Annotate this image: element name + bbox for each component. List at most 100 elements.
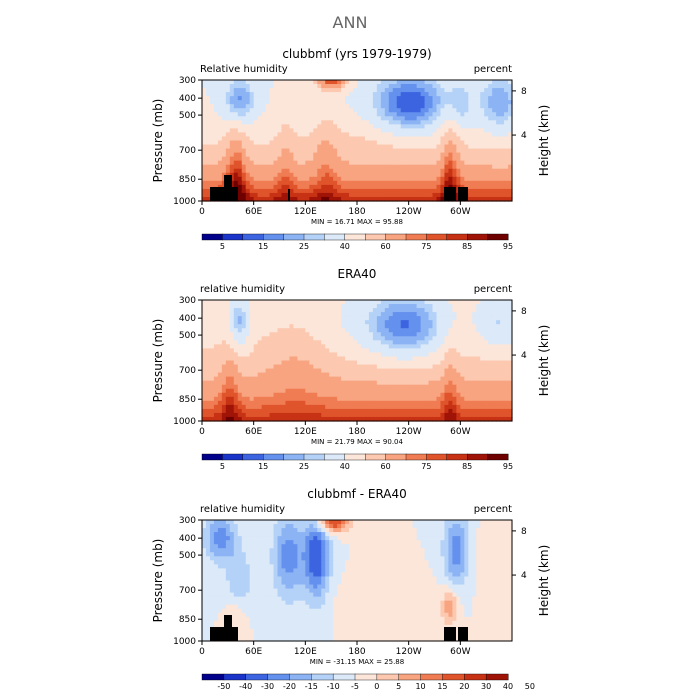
field-cell bbox=[241, 148, 247, 154]
field-cell bbox=[400, 368, 406, 374]
field-cell bbox=[384, 364, 390, 370]
field-cell bbox=[249, 160, 255, 166]
field-cell bbox=[273, 384, 279, 390]
field-cell bbox=[285, 368, 291, 374]
field-cell bbox=[325, 112, 330, 117]
field-cell bbox=[368, 364, 374, 370]
field-cell bbox=[432, 128, 438, 134]
field-cell bbox=[448, 416, 453, 422]
field-cell bbox=[213, 524, 219, 529]
field-cell bbox=[420, 368, 426, 374]
field-cell bbox=[460, 364, 465, 370]
field-cell bbox=[424, 344, 430, 349]
field-cell bbox=[205, 320, 211, 325]
field-cell bbox=[492, 312, 497, 317]
field-cell bbox=[496, 324, 501, 329]
field-cell bbox=[420, 112, 426, 117]
field-cell bbox=[213, 404, 219, 410]
field-cell bbox=[440, 120, 446, 125]
field-cell bbox=[508, 336, 513, 341]
field-cell bbox=[273, 336, 279, 341]
field-cell bbox=[313, 388, 318, 394]
field-cell bbox=[412, 96, 418, 101]
field-cell bbox=[309, 136, 314, 142]
field-cell bbox=[353, 320, 358, 325]
field-cell bbox=[396, 412, 402, 418]
field-cell bbox=[480, 376, 485, 382]
field-cell bbox=[337, 324, 342, 329]
field-cell bbox=[205, 364, 211, 370]
field-cell bbox=[448, 404, 453, 410]
field-cell bbox=[480, 400, 485, 406]
field-cell bbox=[380, 380, 386, 386]
field-cell bbox=[317, 412, 322, 418]
field-cell bbox=[353, 136, 358, 142]
field-cell bbox=[460, 144, 465, 150]
field-cell bbox=[209, 88, 215, 93]
field-cell bbox=[249, 380, 255, 386]
field-cell bbox=[285, 352, 291, 358]
field-cell bbox=[496, 172, 501, 178]
field-cell bbox=[341, 152, 346, 158]
field-cell bbox=[281, 128, 287, 134]
field-cell bbox=[333, 116, 338, 121]
field-cell bbox=[205, 196, 211, 202]
field-cell bbox=[249, 132, 255, 138]
field-cell bbox=[460, 140, 465, 146]
field-cell bbox=[329, 92, 334, 97]
field-cell bbox=[464, 324, 469, 329]
field-cell bbox=[281, 380, 287, 386]
field-cell bbox=[321, 324, 326, 329]
field-cell bbox=[265, 352, 271, 358]
field-cell bbox=[269, 360, 275, 366]
field-cell bbox=[305, 152, 310, 158]
field-cell bbox=[273, 92, 279, 97]
field-cell bbox=[468, 168, 473, 174]
field-cell bbox=[202, 176, 207, 182]
field-cell bbox=[404, 100, 410, 105]
field-cell bbox=[289, 172, 295, 178]
field-cell bbox=[202, 396, 207, 402]
field-cell bbox=[237, 312, 243, 317]
field-cell bbox=[245, 132, 251, 138]
field-cell bbox=[508, 304, 513, 309]
field-cell bbox=[301, 304, 306, 309]
field-cell bbox=[412, 132, 418, 138]
field-cell bbox=[297, 528, 302, 533]
field-cell bbox=[484, 172, 489, 178]
field-cell bbox=[237, 320, 243, 325]
field-cell bbox=[432, 396, 438, 402]
field-cell bbox=[452, 356, 457, 362]
field-cell bbox=[277, 308, 283, 313]
field-cell bbox=[484, 96, 489, 101]
field-cell bbox=[472, 80, 477, 85]
field-cell bbox=[360, 380, 366, 386]
field-cell bbox=[221, 408, 227, 414]
field-cell bbox=[337, 172, 342, 178]
field-cell bbox=[468, 400, 473, 406]
field-cell bbox=[317, 392, 322, 398]
field-cell bbox=[265, 312, 271, 317]
field-cell bbox=[500, 180, 505, 186]
field-cell bbox=[285, 408, 291, 414]
field-cell bbox=[285, 404, 291, 410]
field-cell bbox=[261, 364, 267, 370]
field-cell bbox=[317, 116, 322, 121]
field-cell bbox=[404, 152, 410, 158]
field-cell bbox=[448, 408, 453, 414]
field-cell bbox=[265, 80, 271, 85]
field-cell bbox=[245, 140, 251, 146]
field-cell bbox=[329, 120, 334, 125]
field-cell bbox=[488, 336, 493, 341]
field-cell bbox=[265, 340, 271, 345]
field-cell bbox=[237, 100, 243, 105]
field-cell bbox=[213, 172, 219, 178]
field-cell bbox=[333, 172, 338, 178]
field-cell bbox=[376, 320, 382, 325]
field-cell bbox=[249, 116, 255, 121]
field-cell bbox=[388, 396, 394, 402]
field-cell bbox=[253, 120, 259, 125]
field-cell bbox=[388, 140, 394, 146]
field-cell bbox=[341, 304, 346, 309]
